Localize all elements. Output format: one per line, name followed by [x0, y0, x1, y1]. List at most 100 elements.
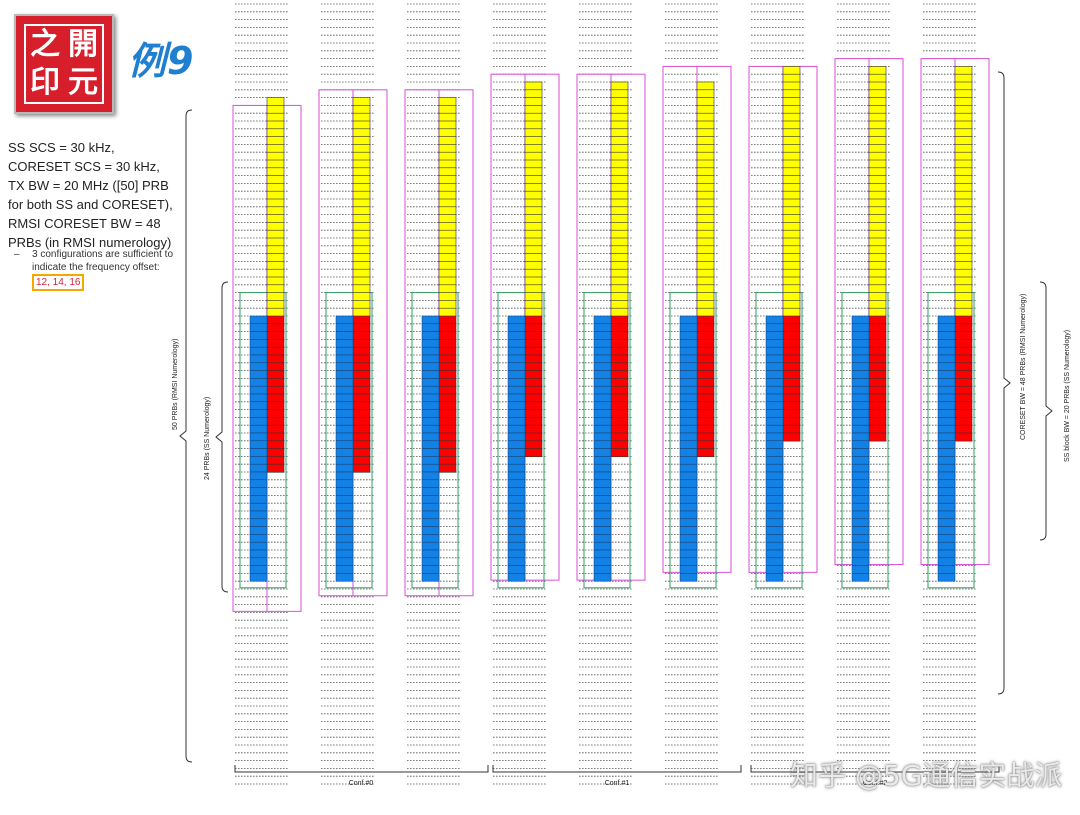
coreset-prb [610, 292, 629, 302]
coreset-prb [352, 120, 371, 130]
ss-block-prb [593, 456, 612, 465]
overlap-prb [696, 354, 715, 364]
coreset-prb [782, 144, 801, 153]
coreset-prb [868, 222, 887, 231]
overlap-prb [696, 401, 715, 411]
ss-block-prb [937, 385, 956, 395]
ss-block-prb [507, 495, 526, 504]
ss-block-prb [593, 487, 612, 496]
ss-block-prb [851, 331, 870, 340]
ss-block-prb [335, 354, 354, 364]
coreset-prb [610, 190, 629, 200]
overlap-prb [610, 354, 629, 364]
overlap-prb [610, 448, 629, 458]
coreset-prb [524, 198, 543, 208]
ss-block-prb [421, 323, 440, 332]
coreset-prb [696, 128, 715, 138]
overlap-prb [610, 346, 629, 356]
label-ss-block-bw: SS block BW = 20 PRBs (SS Numerology) [1064, 329, 1071, 462]
ss-block-prb [249, 565, 268, 574]
coreset-prb [524, 307, 543, 317]
ss-block-prb [765, 487, 784, 496]
ss-block-prb [851, 557, 870, 566]
ss-block-prb [937, 424, 956, 434]
page-title: 例9 [128, 39, 195, 83]
ss-block-prb [249, 549, 268, 559]
coreset-prb [954, 167, 973, 177]
coreset-prb [352, 253, 371, 263]
coreset-prb [782, 237, 801, 247]
ss-block-prb [593, 354, 612, 364]
ss-block-prb [335, 401, 354, 410]
coreset-prb [868, 183, 887, 192]
coreset-prb [352, 229, 371, 239]
coreset-prb [696, 120, 715, 130]
coreset-prb [954, 105, 973, 114]
ss-block-prb [937, 362, 956, 371]
coreset-prb [524, 300, 543, 309]
ss-block-prb [507, 401, 526, 410]
coreset-prb [266, 245, 285, 255]
ss-block-prb [679, 526, 698, 535]
ss-block-prb [421, 339, 440, 348]
ss-block-prb [937, 354, 956, 364]
ss-block-prb [937, 510, 956, 520]
coreset-prb [438, 112, 457, 122]
coreset-prb [352, 97, 371, 107]
ss-block-prb [937, 401, 956, 410]
coreset-prb [524, 261, 543, 270]
ss-block-prb [421, 409, 440, 418]
ss-block-prb [593, 565, 612, 574]
coreset-prb [696, 198, 715, 208]
coreset-prb [610, 214, 629, 224]
ss-block-prb [593, 432, 612, 442]
ss-block-prb [679, 354, 698, 364]
ss-block-prb [765, 495, 784, 504]
overlap-prb [610, 424, 629, 434]
coreset-prb [868, 237, 887, 247]
ss-block-prb [679, 448, 698, 457]
overlap-prb [696, 370, 715, 380]
overlap-prb [610, 378, 629, 387]
overlap-prb [352, 331, 371, 341]
ss-block-prb [421, 471, 440, 481]
overlap-prb [954, 385, 973, 395]
coreset-prb [438, 120, 457, 130]
coreset-prb [524, 167, 543, 177]
ss-block-prb [765, 323, 784, 332]
coreset-prb [352, 237, 371, 247]
coreset-prb [782, 268, 801, 278]
ss-window-box [841, 292, 889, 589]
ss-block-prb [593, 479, 612, 488]
overlap-prb [266, 401, 285, 411]
ss-block-prb [593, 315, 612, 325]
coreset-prb [266, 276, 285, 286]
ss-block-prb [507, 393, 526, 403]
ss-block-prb [937, 495, 956, 504]
coreset-prb [954, 151, 973, 161]
ss-block-prb [507, 565, 526, 574]
coreset-prb [438, 198, 457, 208]
coreset-prb [438, 183, 457, 192]
overlap-prb [266, 315, 285, 325]
coreset-prb [868, 136, 887, 146]
coreset-prb [610, 198, 629, 208]
coreset-prb [610, 222, 629, 231]
overlap-prb [610, 409, 629, 419]
ss-block-prb [851, 393, 870, 403]
coreset-prb [610, 237, 629, 247]
coreset-prb [524, 284, 543, 294]
overlap-prb [696, 448, 715, 458]
ss-block-prb [851, 526, 870, 535]
coreset-prb [352, 128, 371, 138]
coreset-prb [352, 261, 371, 270]
overlap-prb [868, 346, 887, 356]
coreset-prb [954, 120, 973, 130]
coreset-prb [438, 307, 457, 317]
coreset-prb [524, 112, 543, 122]
ss-block-prb [765, 417, 784, 426]
overlap-prb [696, 432, 715, 442]
overlap-prb [438, 315, 457, 325]
ss-block-prb [765, 370, 784, 379]
overlap-prb [696, 362, 715, 372]
